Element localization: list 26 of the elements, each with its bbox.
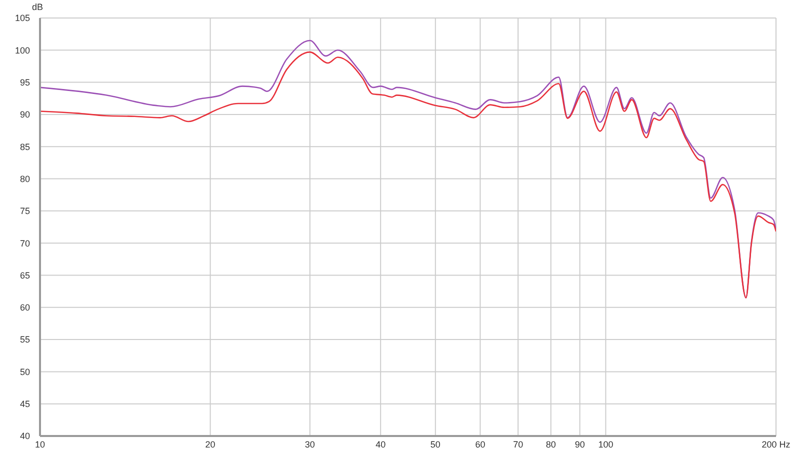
y-tick-label: 100: [14, 45, 30, 56]
y-tick-label: 55: [20, 334, 30, 345]
y-tick-label: 60: [20, 302, 30, 313]
x-tick-label: 60: [475, 439, 486, 450]
y-tick-label: 90: [20, 110, 30, 120]
y-tick-label: 85: [20, 142, 30, 152]
x-tick-label: 100: [598, 439, 614, 450]
y-tick-label: 70: [20, 238, 30, 248]
y-tick-label: 65: [20, 270, 30, 280]
y-tick-label: 75: [20, 206, 30, 216]
x-tick-label: 200 Hz: [762, 439, 791, 450]
y-tick-label: 80: [20, 174, 30, 184]
y-axis-title: dB: [32, 2, 44, 12]
y-tick-label: 45: [20, 399, 30, 410]
x-tick-label: 90: [574, 439, 585, 450]
x-tick-label: 50: [430, 439, 440, 450]
x-tick-label: 30: [304, 439, 315, 450]
y-tick-label: 95: [20, 78, 30, 88]
x-tick-label: 80: [546, 439, 556, 450]
x-tick-label: 10: [34, 439, 46, 450]
x-tick-label: 40: [376, 439, 386, 450]
y-tick-label: 50: [20, 366, 30, 377]
y-tick-label: 105: [14, 13, 30, 24]
y-tick-label: 40: [20, 431, 30, 442]
x-tick-label: 70: [513, 439, 524, 450]
x-tick-label: 20: [205, 439, 216, 450]
